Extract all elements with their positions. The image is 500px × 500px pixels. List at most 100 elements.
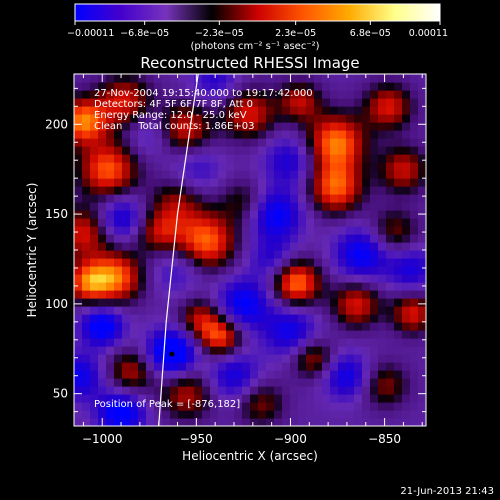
heatmap-cell [322,138,331,147]
heatmap-cell [418,170,426,179]
heatmap-cell [266,154,275,163]
heatmap-cell [122,346,131,355]
heatmap-cell [74,362,83,371]
heatmap-cell [258,74,267,83]
heatmap-cell [202,234,211,243]
heatmap-cell [290,90,299,99]
heatmap-cell [202,114,211,123]
heatmap-cell [330,402,339,411]
heatmap-cell [226,90,235,99]
heatmap-cell [74,386,83,395]
heatmap-cell [210,274,219,283]
heatmap-cell [122,178,131,187]
heatmap-cell [242,370,251,379]
heatmap-cell [122,194,131,203]
heatmap-cell [74,274,83,283]
heatmap-cell [106,346,115,355]
heatmap-cell [146,418,155,426]
heatmap-cell [282,298,291,307]
heatmap-cell [250,394,259,403]
heatmap-cell [130,178,139,187]
heatmap-cell [378,170,387,179]
heatmap-cell [362,250,371,259]
heatmap-cell [250,74,259,83]
heatmap-cell [146,178,155,187]
heatmap-cell [394,106,403,115]
heatmap-cell [194,90,203,99]
heatmap-cell [90,74,99,83]
heatmap-cell [402,290,411,299]
heatmap-cell [306,170,315,179]
heatmap-cell [106,298,115,307]
heatmap-cell [202,218,211,227]
heatmap-cell [242,322,251,331]
heatmap-cell [122,410,131,419]
heatmap-cell [178,146,187,155]
heatmap-cell [378,114,387,123]
heatmap-cell [130,218,139,227]
heatmap-cell [258,178,267,187]
heatmap-cell [298,178,307,187]
heatmap-cell [74,82,83,91]
heatmap-cell [194,226,203,235]
heatmap-cell [274,210,283,219]
heatmap-cell [170,170,179,179]
heatmap-cell [298,338,307,347]
heatmap-cell [82,226,91,235]
heatmap-cell [226,362,235,371]
heatmap-cell [186,146,195,155]
heatmap-cell [90,298,99,307]
heatmap-cell [378,386,387,395]
heatmap-cell [386,226,395,235]
heatmap-cell [218,370,227,379]
heatmap-cell [226,354,235,363]
heatmap-cell [290,354,299,363]
heatmap-cell [410,226,419,235]
heatmap-cell [330,162,339,171]
heatmap-cell [162,386,171,395]
heatmap-cell [82,290,91,299]
heatmap-cell [210,418,219,426]
peak-marker [169,351,175,357]
heatmap-cell [338,218,347,227]
heatmap-cell [298,130,307,139]
heatmap-cell [162,146,171,155]
heatmap-cell [210,138,219,147]
heatmap-cell [106,314,115,323]
heatmap-cell [378,186,387,195]
heatmap-cell [194,258,203,267]
heatmap-cell [194,138,203,147]
heatmap-cell [106,122,115,131]
heatmap-cell [266,226,275,235]
heatmap-cell [114,98,123,107]
heatmap-cell [226,306,235,315]
heatmap-cell [194,162,203,171]
heatmap-cell [130,154,139,163]
heatmap-cell [162,298,171,307]
heatmap-cell [82,90,91,99]
heatmap-cell [138,194,147,203]
heatmap-cell [226,266,235,275]
heatmap-cell [362,98,371,107]
heatmap-cell [394,202,403,211]
heatmap-cell [274,314,283,323]
heatmap-cell [258,250,267,259]
heatmap-cell [266,402,275,411]
heatmap-cell [306,346,315,355]
heatmap-cell [82,266,91,275]
heatmap-cell [82,162,91,171]
heatmap-cell [354,282,363,291]
heatmap-cell [250,114,259,123]
heatmap-cell [250,378,259,387]
heatmap-cell [226,298,235,307]
heatmap-cell [258,282,267,291]
heatmap-cell [258,234,267,243]
heatmap-cell [226,106,235,115]
heatmap-cell [338,418,347,426]
heatmap-cell [138,266,147,275]
heatmap-cell [122,226,131,235]
heatmap-cell [386,330,395,339]
heatmap-cell [370,370,379,379]
heatmap-cell [242,354,251,363]
heatmap-cell [242,306,251,315]
